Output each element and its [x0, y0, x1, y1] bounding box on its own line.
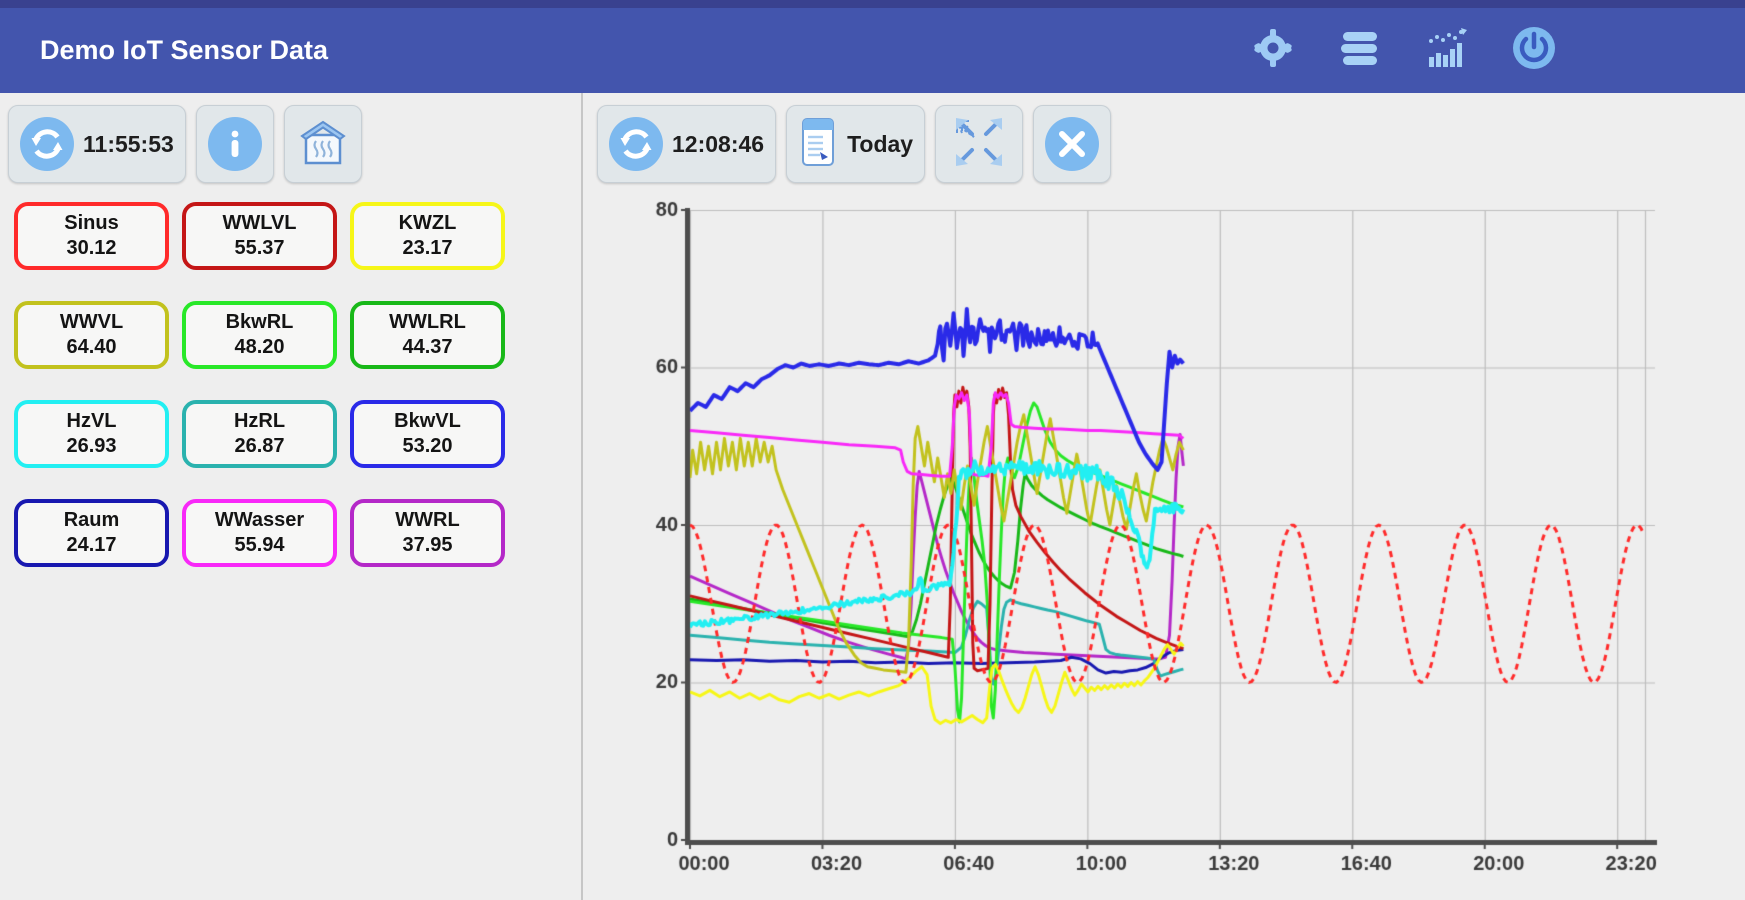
- info-button[interactable]: [195, 105, 274, 183]
- sensor-tile-sinus[interactable]: Sinus 30.12: [14, 202, 169, 270]
- refresh-icon: [609, 117, 663, 171]
- tile-value: 64.40: [66, 336, 117, 358]
- tile-value: 48.20: [234, 336, 285, 358]
- tile-label: BkwRL: [225, 311, 294, 333]
- tile-label: WWVL: [59, 311, 124, 333]
- settings-button[interactable]: [1250, 28, 1296, 74]
- sensor-tile-bkwrl[interactable]: BkwRL 48.20: [182, 301, 337, 369]
- heating-house-icon: [296, 115, 350, 174]
- tile-label: HzRL: [233, 410, 286, 432]
- left-toolbar: 11:55:53: [8, 105, 581, 183]
- left-refresh-button[interactable]: 11:55:53: [8, 105, 186, 183]
- refresh-icon: [20, 117, 74, 171]
- tile-label: BkwVL: [394, 410, 461, 432]
- stats-button[interactable]: [1424, 28, 1470, 74]
- main-content: 11:55:53: [0, 93, 1745, 900]
- chart-panel: 12:08:46: [583, 93, 1745, 900]
- left-refresh-time: 11:55:53: [83, 130, 174, 157]
- sensor-tile-grid: Sinus 30.12 WWLVL 55.37 KWZL 23.17 WWVL 64.40 Bk…: [14, 202, 581, 567]
- close-chart-button[interactable]: [1033, 105, 1112, 183]
- tile-label: WWasser: [214, 509, 305, 531]
- today-button[interactable]: Today: [786, 105, 926, 183]
- tile-value: 55.94: [234, 534, 285, 556]
- chart-toolbar: 12:08:46: [597, 105, 1745, 183]
- tile-label: HzVL: [66, 410, 117, 432]
- power-icon: [1511, 25, 1557, 76]
- tile-label: WWLRL: [389, 311, 466, 333]
- tile-value: 37.95: [402, 534, 453, 556]
- sensor-tile-wwasser[interactable]: WWasser 55.94: [182, 499, 337, 567]
- stats-icon: [1424, 25, 1470, 76]
- tile-value: 24.17: [66, 534, 117, 556]
- sensor-tile-bkwvl[interactable]: BkwVL 53.20: [350, 400, 505, 468]
- tile-value: 26.93: [66, 435, 117, 457]
- close-icon: [1045, 117, 1100, 171]
- app-title: Demo IoT Sensor Data: [40, 35, 329, 65]
- app-bar: Demo IoT Sensor Data: [0, 8, 1745, 93]
- settings-icon: [1251, 26, 1295, 75]
- tile-label: Raum: [63, 509, 120, 531]
- sensor-panel: 11:55:53: [0, 93, 583, 900]
- chart-refresh-time: 12:08:46: [672, 130, 765, 157]
- sensor-tile-wwvl[interactable]: WWVL 64.40: [14, 301, 169, 369]
- tile-label: Sinus: [64, 212, 119, 234]
- tile-label: WWLVL: [222, 212, 297, 234]
- tile-value: 55.37: [234, 237, 285, 259]
- tile-value: 30.12: [66, 237, 117, 259]
- sensor-tile-kwzl[interactable]: KWZL 23.17: [350, 202, 505, 270]
- menu-icon: [1339, 26, 1381, 75]
- calendar-doc-icon: [798, 116, 838, 173]
- sensor-tile-hzvl[interactable]: HzVL 26.93: [14, 400, 169, 468]
- tile-label: WWRL: [395, 509, 460, 531]
- sensor-tile-raum[interactable]: Raum 24.17: [14, 499, 169, 567]
- sensor-tile-hzrl[interactable]: HzRL 26.87: [182, 400, 337, 468]
- power-button[interactable]: [1511, 25, 1557, 76]
- tile-value: 23.17: [402, 237, 453, 259]
- sensor-tile-wwlrl[interactable]: WWLRL 44.37: [350, 301, 505, 369]
- sensor-chart[interactable]: [583, 93, 1745, 900]
- sensor-tile-wwrl[interactable]: WWRL 37.95: [350, 499, 505, 567]
- today-label: Today: [847, 130, 914, 157]
- tile-value: 44.37: [402, 336, 453, 358]
- chart-refresh-button[interactable]: 12:08:46: [597, 105, 777, 183]
- status-bar: [0, 0, 1745, 8]
- info-icon: [207, 117, 262, 171]
- tile-value: 26.87: [234, 435, 285, 457]
- expand-arrows-icon: [947, 111, 1011, 178]
- fullscreen-button[interactable]: [935, 105, 1024, 183]
- tile-value: 53.20: [402, 435, 453, 457]
- menu-button[interactable]: [1337, 28, 1383, 74]
- sensor-tile-wwlvl[interactable]: WWLVL 55.37: [182, 202, 337, 270]
- tile-label: KWZL: [398, 212, 457, 234]
- house-heating-button[interactable]: [283, 105, 362, 183]
